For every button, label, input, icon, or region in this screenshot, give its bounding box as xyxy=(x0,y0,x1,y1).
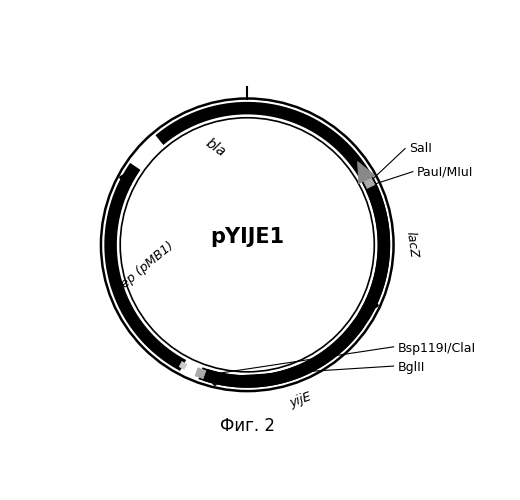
Text: SalI: SalI xyxy=(409,142,432,155)
Text: rep (pMB1): rep (pMB1) xyxy=(115,239,176,294)
Text: yijE: yijE xyxy=(288,390,314,410)
Polygon shape xyxy=(179,362,187,370)
Text: bla: bla xyxy=(203,136,228,160)
Text: lacZ: lacZ xyxy=(404,230,420,259)
Polygon shape xyxy=(195,368,206,378)
Text: BglII: BglII xyxy=(397,362,425,374)
Polygon shape xyxy=(358,162,375,184)
Text: pYIJE1: pYIJE1 xyxy=(210,227,284,247)
Polygon shape xyxy=(363,177,375,188)
Text: PauI/MIuI: PauI/MIuI xyxy=(417,165,473,178)
Text: Фиг. 2: Фиг. 2 xyxy=(220,417,275,434)
Text: Bsp119I/ClaI: Bsp119I/ClaI xyxy=(397,342,475,355)
